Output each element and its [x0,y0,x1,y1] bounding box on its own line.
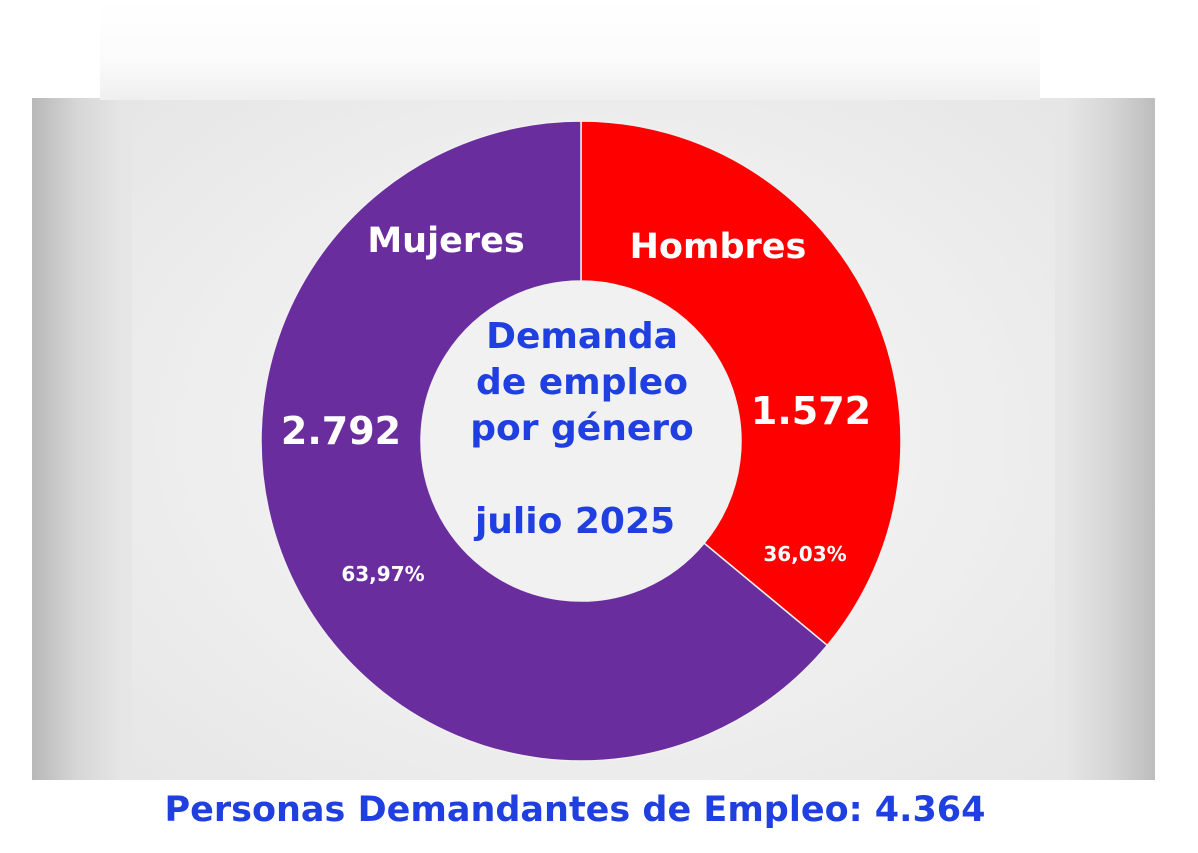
center-line-4: julio 2025 [473,501,675,542]
percent-label-mujeres: 63,97% [341,562,424,586]
category-label-hombres: Hombres [630,227,807,267]
center-line-2: de empleo [476,362,688,403]
percent-label-hombres: 36,03% [763,542,846,566]
top-fade [100,0,1040,100]
footer-total: Personas Demandantes de Empleo: 4.364 [164,790,986,830]
donut-slices [260,120,902,762]
center-line-3: por género [470,408,694,449]
donut-labels: Mujeres Hombres 2.792 1.572 63,97% 36,03… [281,221,871,586]
center-line-1: Demanda [486,316,678,357]
donut-hole [421,281,741,601]
value-label-hombres: 1.572 [751,389,871,433]
category-label-mujeres: Mujeres [367,221,524,261]
value-label-mujeres: 2.792 [281,409,401,453]
donut-center-text: Demanda de empleo por género julio 2025 [470,316,694,542]
